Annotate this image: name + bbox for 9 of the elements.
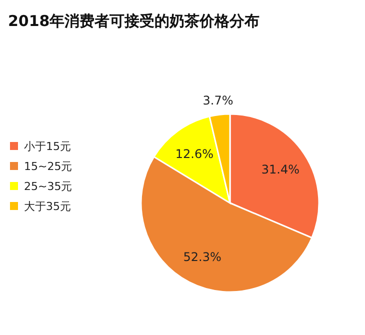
- data-label: 12.6%: [175, 147, 214, 162]
- legend-label: 小于15元: [24, 140, 71, 153]
- chart-title: 2018年消费者可接受的奶茶价格分布: [8, 12, 260, 30]
- legend-label: 大于35元: [24, 200, 71, 213]
- legend-label: 25~35元: [24, 180, 72, 193]
- data-label: 52.3%: [183, 250, 222, 264]
- data-label: 31.4%: [261, 162, 300, 177]
- data-label: 3.7%: [202, 94, 234, 108]
- legend-label: 15~25元: [24, 160, 72, 173]
